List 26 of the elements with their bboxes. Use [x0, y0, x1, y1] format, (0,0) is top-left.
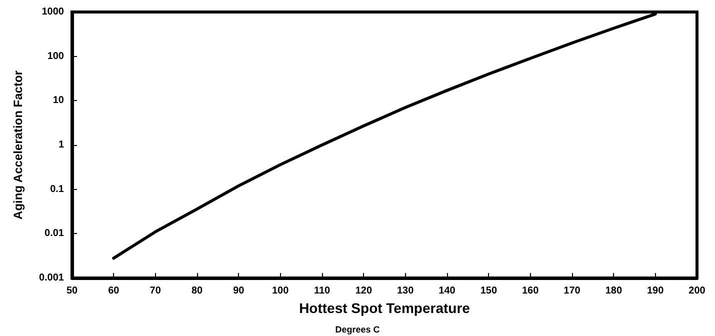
x-tick-label: 170 — [564, 286, 581, 296]
x-tick-label: 110 — [314, 286, 330, 296]
y-tick-label: 0.1 — [50, 184, 64, 195]
x-tick-label: 150 — [480, 286, 498, 296]
x-tick-label: 160 — [522, 286, 540, 296]
y-tick-label: 0.01 — [44, 228, 64, 240]
x-tick-label: 200 — [688, 286, 706, 296]
y-axis-title: Aging Acceleration Factor — [11, 70, 25, 220]
x-tick-label: 140 — [438, 286, 456, 296]
x-tick-label: 130 — [396, 286, 414, 296]
x-tick-label: 180 — [605, 286, 622, 296]
y-tick-label: 1000 — [42, 6, 64, 18]
y-tick-label: 1 — [58, 140, 64, 150]
x-axis-title: Hottest Spot Temperature — [299, 300, 470, 316]
x-tick-label: 190 — [646, 286, 664, 296]
x-tick-label: 80 — [191, 286, 203, 296]
y-tick-label: 10 — [52, 95, 64, 106]
y-tick-label: 0.001 — [38, 272, 64, 284]
x-tick-label: 70 — [150, 286, 162, 296]
x-tick-label: 50 — [66, 286, 78, 296]
x-tick-label: 90 — [233, 286, 245, 296]
y-tick-label: 100 — [47, 50, 64, 62]
x-tick-label: 120 — [355, 286, 372, 296]
x-tick-label: 60 — [108, 286, 120, 296]
text: Degrees C — [335, 324, 380, 334]
x-tick-label: 100 — [272, 286, 290, 296]
